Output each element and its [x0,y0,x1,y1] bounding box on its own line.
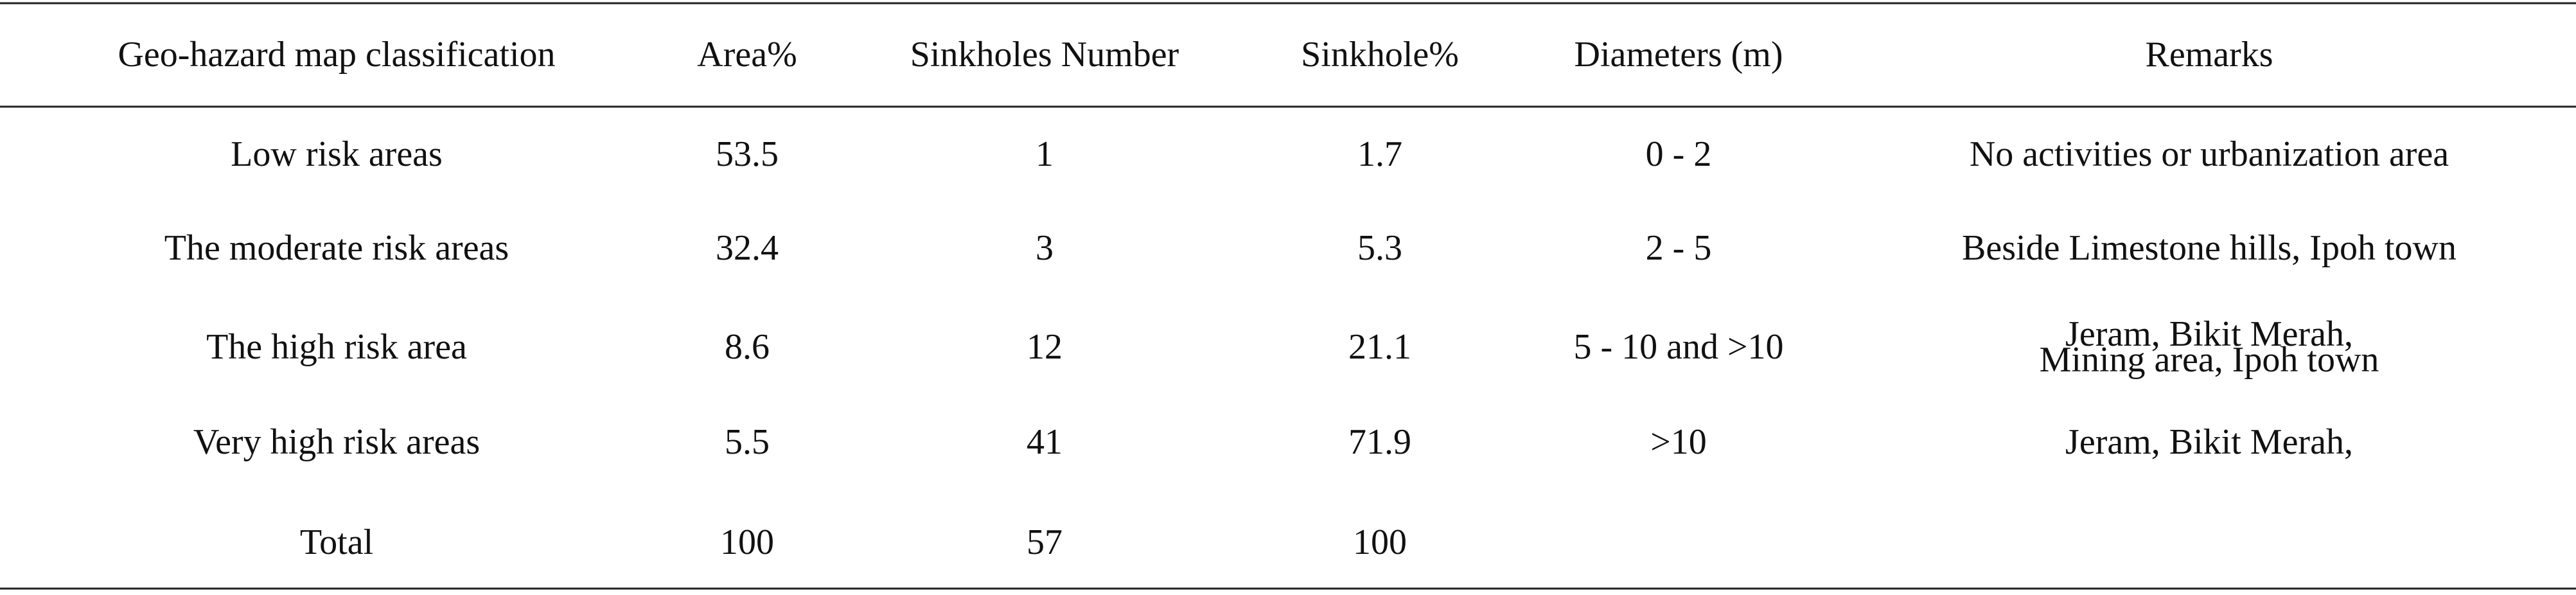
table-cell: 5.5 [725,422,770,462]
table-cell: 0 - 2 [1646,134,1712,174]
header-cell: Sinkholes Number [910,35,1179,75]
table-cell: Beside Limestone hills, Ipoh town [1962,228,2457,268]
table-cell: 2 - 5 [1646,228,1712,268]
header-cell: Geo-hazard map classification [118,35,555,75]
header-cell: Diameters (m) [1575,35,1783,75]
table-cell: Jeram, Bikit Merah, [2065,422,2353,462]
table-cell: 1 [1036,134,1054,174]
table-cell: 41 [1027,422,1063,462]
table-cell: 12 [1027,327,1063,367]
table-cell: 71.9 [1348,422,1411,462]
table-cell: 57 [1027,522,1063,562]
table-cell: Total [300,522,373,562]
table-cell: The moderate risk areas [164,228,509,268]
table-cell: Jeram, Bikit Merah, [2065,314,2353,354]
table-cell: Low risk areas [231,134,443,174]
table-cell: Mining area, Ipoh town [2040,340,2379,380]
table-cell: 3 [1036,228,1054,268]
table-cell: 5 - 10 and >10 [1573,327,1783,367]
table-cell: No activities or urbanization area [1970,134,2449,174]
header-cell: Area% [697,35,797,75]
table-cell: 1.7 [1357,134,1402,174]
table-cell: 21.1 [1348,327,1411,367]
table-cell: The high risk area [206,327,467,367]
table-cell: Very high risk areas [193,422,480,462]
table-cell: 5.3 [1357,228,1402,268]
table-cell: 53.5 [716,134,779,174]
header-cell: Remarks [2145,35,2273,75]
table-cell: 32.4 [716,228,779,268]
table-cell: 100 [1353,522,1407,562]
table-cell: 8.6 [725,327,770,367]
table-cell: >10 [1650,422,1707,462]
table-cell: 100 [720,522,774,562]
header-cell: Sinkhole% [1301,35,1459,75]
